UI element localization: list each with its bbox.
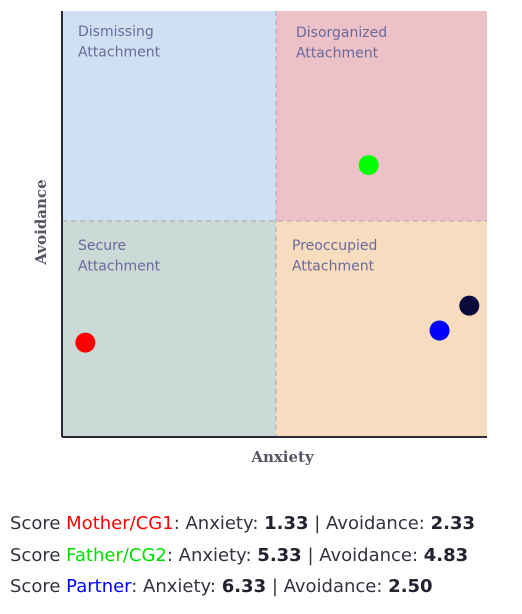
quadrant-label: Preoccupied: [292, 238, 377, 254]
anxiety-value: 5.33: [257, 544, 302, 566]
quadrant-secure: [62, 221, 276, 437]
anxiety-value: 1.33: [264, 513, 309, 534]
score-name: Father/CG2: [66, 544, 167, 566]
score-summary: Score Mother/CG1: Anxiety: 1.33 | Avoida…: [10, 508, 475, 603]
avoidance-value: 4.83: [423, 544, 469, 566]
anxiety-value: 6.33: [221, 576, 267, 597]
score-prefix: Score: [10, 513, 61, 534]
avoidance-value: 2.50: [388, 576, 433, 597]
data-point-father-cg2: [358, 155, 379, 176]
anxiety-label: : Anxiety:: [131, 576, 222, 597]
data-point-mother-cg1: [75, 332, 96, 353]
quadrant-disorganized: [276, 11, 487, 221]
score-name: Partner: [66, 576, 132, 597]
attachment-chart: Dismissing Attachment Disorganized Attachme…: [32, 11, 487, 466]
anxiety-label: : Anxiety:: [166, 544, 258, 566]
score-prefix: Score: [10, 576, 61, 597]
avoidance-value: 2.33: [430, 513, 476, 534]
x-axis-label: Anxiety: [250, 448, 315, 466]
quadrant-dismissing: [62, 11, 276, 221]
anxiety-label: : Anxiety:: [173, 513, 265, 534]
quadrant-label: Attachment: [292, 259, 375, 275]
quadrant-preoccupied: [276, 221, 487, 437]
avoidance-label: | Avoidance:: [301, 544, 424, 566]
data-point-series-3: [459, 295, 480, 316]
data-point-partner: [429, 320, 450, 341]
score-prefix: Score: [10, 544, 61, 566]
quadrant-label: Attachment: [78, 259, 161, 275]
quadrant-label: Secure: [78, 238, 126, 254]
score-name: Mother/CG1: [66, 513, 174, 534]
quadrant-label: Disorganized: [296, 25, 387, 41]
score-row-father: Score Father/CG2: Anxiety: 5.33 | Avoida…: [10, 540, 475, 572]
quadrant-label: Attachment: [296, 46, 379, 62]
score-row-mother: Score Mother/CG1: Anxiety: 1.33 | Avoida…: [10, 508, 475, 540]
avoidance-label: | Avoidance:: [266, 576, 389, 597]
quadrant-label: Dismissing: [78, 24, 154, 40]
avoidance-label: | Avoidance:: [308, 513, 431, 534]
y-axis-label: Avoidance: [32, 179, 50, 265]
quadrant-label: Attachment: [78, 45, 161, 61]
score-row-partner: Score Partner: Anxiety: 6.33 | Avoidance…: [10, 571, 475, 603]
